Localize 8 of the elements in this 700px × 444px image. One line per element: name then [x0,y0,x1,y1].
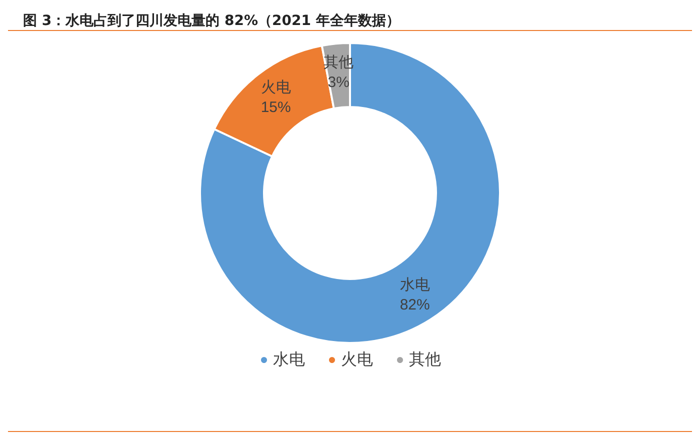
chart-title: 图 3：水电占到了四川发电量的 82%（2021 年全年数据） [23,13,400,29]
slice-label: 火电 [260,78,291,96]
data-label: 82% [400,296,430,314]
legend-label: 其他 [409,350,441,368]
legend-label: 火电 [341,350,373,368]
data-label: 15% [260,98,291,116]
legend-label: 水电 [273,350,305,368]
slice-label: 水电 [400,276,430,294]
